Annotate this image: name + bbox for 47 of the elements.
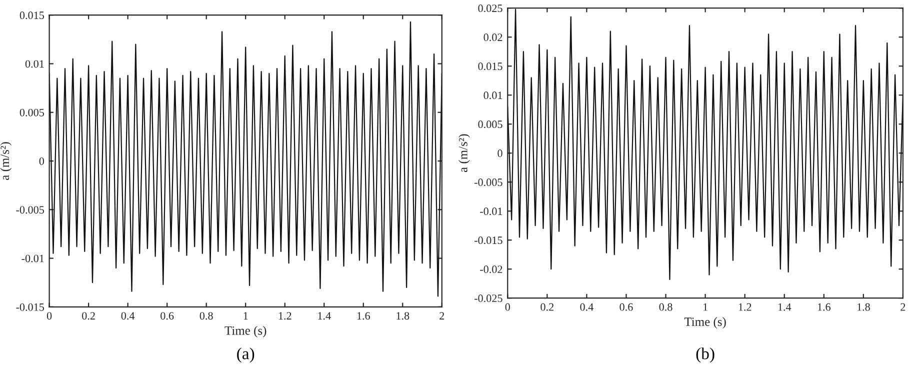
x-tick-label: 0.2	[82, 312, 95, 320]
x-tick-label: 2	[900, 303, 906, 311]
y-tick-label: 0	[39, 157, 44, 165]
y-tick-label: -0.015	[474, 236, 502, 244]
y-tick-label: 0.015	[478, 62, 502, 70]
y-tick-label: 0	[498, 150, 502, 158]
y-tick-label: 0.025	[478, 4, 502, 12]
y-tick-label: -0.005	[16, 206, 44, 214]
text: (b)	[696, 348, 714, 363]
x-axis-title: Time (s)	[684, 317, 726, 329]
y-tick-label: -0.025	[474, 294, 502, 302]
x-tick-label: 0.8	[659, 303, 672, 311]
x-tick-label: 0	[46, 312, 52, 320]
y-tick-label: 0.005	[20, 108, 44, 116]
y-tick-label: -0.02	[480, 266, 502, 274]
x-axis-title: Time (s)	[224, 326, 266, 338]
x-tick-label: 1.8	[857, 303, 870, 311]
y-tick-label: 0.015	[20, 12, 44, 20]
x-tick-label: 1.4	[318, 312, 331, 320]
x-tick-label: 1	[244, 312, 248, 320]
x-tick-label: 0.4	[580, 303, 594, 311]
x-tick-label: 1.2	[738, 303, 752, 311]
y-tick-label: -0.01	[480, 208, 502, 216]
y-tick-label: 0.005	[478, 120, 502, 128]
y-tick-label: 0.01	[25, 60, 44, 68]
x-tick-label: 2	[440, 312, 444, 320]
x-tick-label: 0	[505, 303, 510, 311]
x-tick-label: 1.6	[357, 312, 370, 320]
x-tick-label: 1.8	[396, 312, 410, 320]
x-tick-label: 0.6	[620, 303, 633, 311]
x-tick-label: 0.8	[200, 312, 213, 320]
x-tick-label: 0.2	[540, 303, 554, 311]
y-tick-label: -0.01	[22, 254, 44, 262]
line-series	[49, 21, 442, 297]
y-tick-label: -0.005	[474, 178, 502, 186]
x-tick-label: 1.4	[778, 303, 792, 311]
x-tick-label: 0.6	[160, 312, 174, 320]
y-axis-title: a (m/s²)	[458, 134, 470, 172]
y-axis-title: a (m/s²)	[0, 142, 12, 180]
x-tick-label: 1.6	[818, 303, 831, 311]
x-tick-label: 0.4	[121, 312, 135, 320]
y-tick-label: 0.01	[484, 92, 502, 100]
y-tick-label: 0.02	[484, 34, 502, 42]
y-tick-label: -0.015	[16, 303, 44, 311]
x-tick-label: 1	[703, 303, 708, 311]
x-tick-label: 1.2	[278, 312, 292, 320]
text: (a)	[237, 348, 254, 363]
